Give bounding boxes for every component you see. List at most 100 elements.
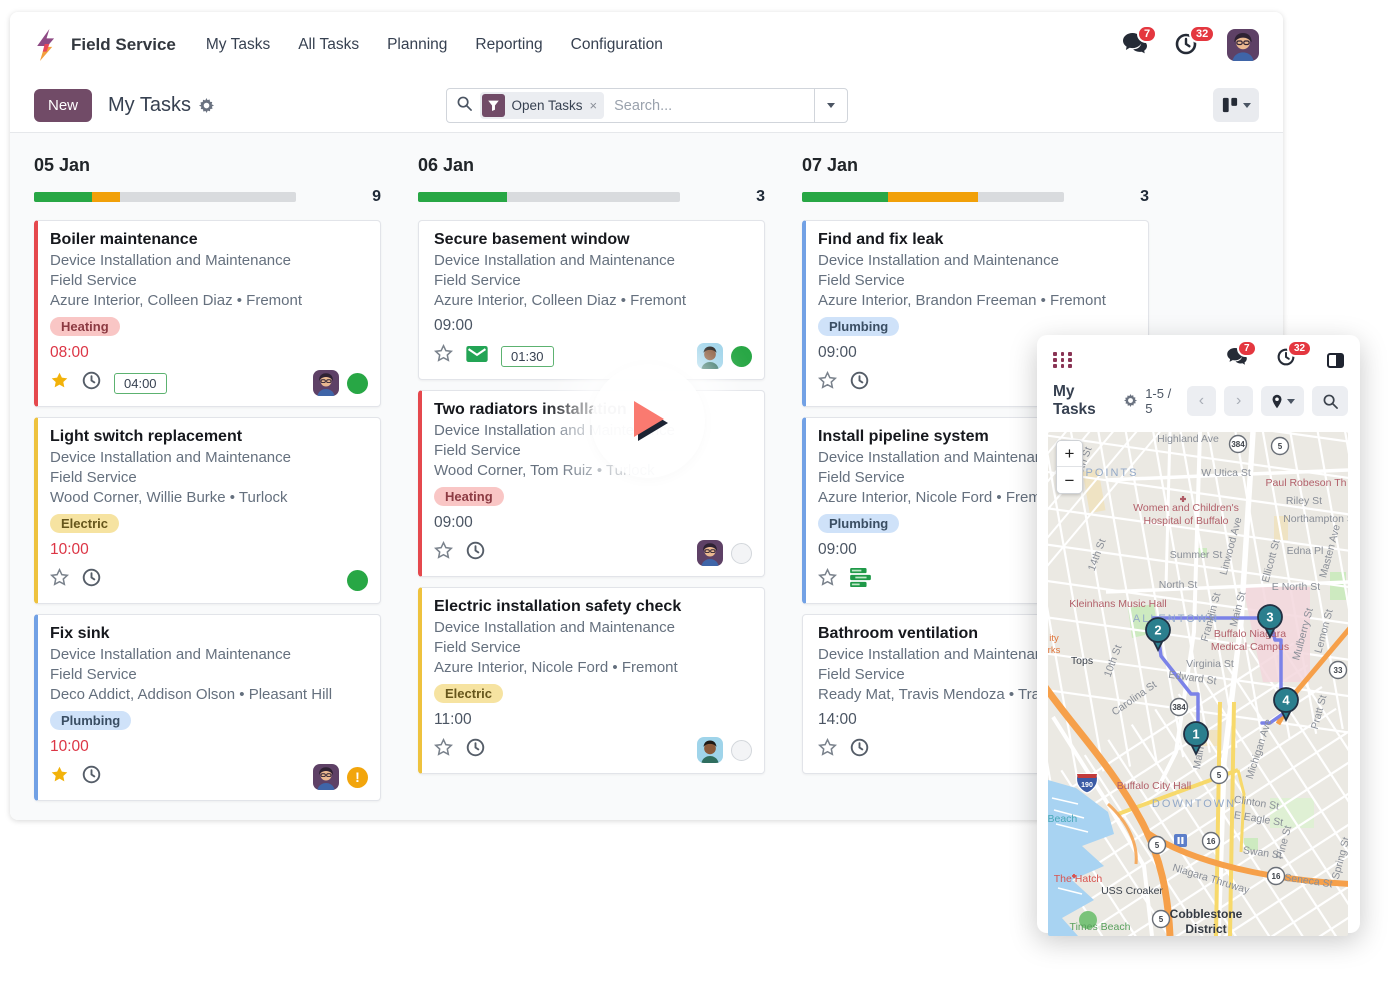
kanban-state-green[interactable] (347, 372, 368, 394)
view-settings-gear-icon[interactable] (199, 97, 214, 113)
star-outline-icon[interactable] (433, 737, 454, 762)
menu-item-reporting[interactable]: Reporting (475, 36, 543, 53)
kanban-state-warning[interactable]: ! (347, 766, 368, 788)
assignee-avatar[interactable] (313, 764, 339, 790)
map-label: District (1185, 922, 1226, 936)
clock-icon[interactable] (82, 765, 101, 789)
star-outline-icon[interactable] (433, 343, 454, 368)
task-title: Install pipeline system (818, 428, 989, 445)
task-tags: Heating (50, 309, 368, 336)
menu-item-my-tasks[interactable]: My Tasks (205, 36, 271, 53)
column-progress-bar[interactable] (802, 192, 1064, 202)
task-card[interactable]: Fix sink Device Installation and Maintena… (34, 614, 381, 801)
clock-icon[interactable] (82, 568, 101, 592)
pager-next-button[interactable]: › (1224, 386, 1254, 416)
drag-handle-icon[interactable] (1053, 352, 1073, 368)
panel-activities-clock-icon[interactable]: 32 (1277, 340, 1313, 372)
task-card[interactable]: Light switch replacement Device Installat… (34, 417, 381, 604)
task-card[interactable]: Boiler maintenance Device Installation an… (34, 220, 381, 407)
clock-icon[interactable] (82, 371, 101, 395)
kanban-column-05-jan: 05 Jan 9 Boiler maintenance Device Installa… (34, 153, 381, 820)
task-customer: Azure Interior, Brandon Freeman • Fremon… (818, 292, 1106, 309)
assignee-avatar[interactable] (697, 540, 723, 566)
zoom-in-button[interactable]: + (1057, 441, 1082, 467)
messages-icon[interactable]: 7 (1123, 25, 1158, 57)
kanban-state-green[interactable] (347, 569, 368, 591)
clock-icon[interactable] (466, 541, 485, 565)
task-project: Device Installation and Maintenance (818, 449, 1059, 466)
search-dropdown-toggle[interactable] (813, 89, 847, 122)
search-bar[interactable]: Open Tasks × (445, 88, 848, 123)
clock-icon[interactable] (850, 738, 869, 762)
map-pin-3[interactable]: 3 (1257, 604, 1283, 640)
zoom-out-button[interactable]: − (1057, 467, 1082, 493)
task-tags: Electric (434, 676, 752, 703)
star-outline-icon[interactable] (817, 737, 838, 762)
assignee-avatar[interactable] (313, 370, 339, 396)
task-footer-right (697, 343, 752, 369)
pager-previous-button[interactable]: ‹ (1186, 386, 1217, 416)
task-card[interactable]: Secure basement window Device Installatio… (418, 220, 765, 380)
column-count: 3 (756, 188, 765, 205)
map-label: Tops (1071, 655, 1093, 667)
map-pin-4[interactable]: 4 (1273, 687, 1299, 723)
tag-electric: Electric (50, 514, 119, 533)
search-input[interactable] (612, 96, 814, 115)
timer-button[interactable]: 04:00 (114, 372, 167, 394)
menu-item-planning[interactable]: Planning (387, 36, 448, 53)
star-outline-icon[interactable] (433, 540, 454, 565)
messages-badge: 7 (1137, 25, 1158, 44)
task-title: Light switch replacement (50, 428, 243, 445)
progress-green-segment (802, 192, 889, 202)
task-title: Bathroom ventilation (818, 625, 979, 642)
new-button[interactable]: New (34, 88, 93, 122)
clock-icon[interactable] (466, 738, 485, 762)
menu-item-configuration[interactable]: Configuration (570, 36, 663, 53)
route-shield-5: 5 (1209, 765, 1229, 785)
task-time: 08:00 (50, 344, 89, 361)
timer-button[interactable]: 01:30 (501, 345, 554, 367)
menu-item-all-tasks[interactable]: All Tasks (298, 36, 360, 53)
map-pin-dropdown-button[interactable] (1261, 386, 1305, 416)
map-search-button[interactable] (1312, 386, 1348, 416)
clock-icon (850, 371, 869, 390)
sidebar-toggle-icon[interactable] (1327, 352, 1344, 368)
star-outline-icon[interactable] (817, 567, 838, 592)
assignee-avatar[interactable] (697, 343, 723, 369)
filter-facet-open-tasks[interactable]: Open Tasks × (479, 92, 605, 119)
user-avatar[interactable] (1227, 29, 1259, 61)
panel-messages-icon[interactable]: 7 (1227, 340, 1257, 372)
panel-settings-gear-icon[interactable] (1123, 393, 1138, 409)
task-title: Secure basement window (434, 231, 630, 248)
kanban-state-green[interactable] (731, 345, 752, 367)
progress-orange-segment (888, 192, 978, 202)
assignee-avatar[interactable] (697, 737, 723, 763)
map-label: Women and Children's (1133, 502, 1239, 514)
star-filled-icon[interactable] (50, 371, 69, 395)
kanban-state-gray[interactable] (731, 542, 752, 564)
map[interactable]: 384 5 33 384 5 5 16 16 5 190 Highland Ave 19th St P… (1048, 432, 1348, 936)
task-card[interactable]: Electric installation safety check Device… (418, 587, 765, 774)
star-filled-icon[interactable] (50, 765, 69, 789)
star-outline-icon[interactable] (817, 370, 838, 395)
kanban-state-gray[interactable] (731, 739, 752, 761)
map-pin-2[interactable]: 2 (1145, 617, 1171, 653)
clock-icon[interactable] (850, 371, 869, 395)
task-project: Device Installation and Maintenance (434, 619, 675, 636)
star-outline-icon[interactable] (49, 567, 70, 592)
play-button-overlay[interactable] (591, 364, 705, 478)
column-progress-bar[interactable] (418, 192, 680, 202)
task-subproject: Field Service (50, 666, 137, 683)
svg-text:5: 5 (1217, 771, 1222, 780)
activities-clock-icon[interactable]: 32 (1175, 25, 1216, 57)
view-switcher-button[interactable] (1213, 88, 1259, 122)
route-shield-5: 5 (1270, 436, 1290, 456)
envelope-icon[interactable] (466, 345, 488, 367)
bars-icon[interactable] (850, 568, 871, 592)
kanban-board: 05 Jan 9 Boiler maintenance Device Installa… (10, 132, 1283, 820)
filter-remove-icon[interactable]: × (589, 98, 598, 113)
map-pin-1[interactable]: 1 (1183, 721, 1209, 757)
column-progress-bar[interactable] (34, 192, 296, 202)
map-pin-icon (1272, 394, 1282, 408)
